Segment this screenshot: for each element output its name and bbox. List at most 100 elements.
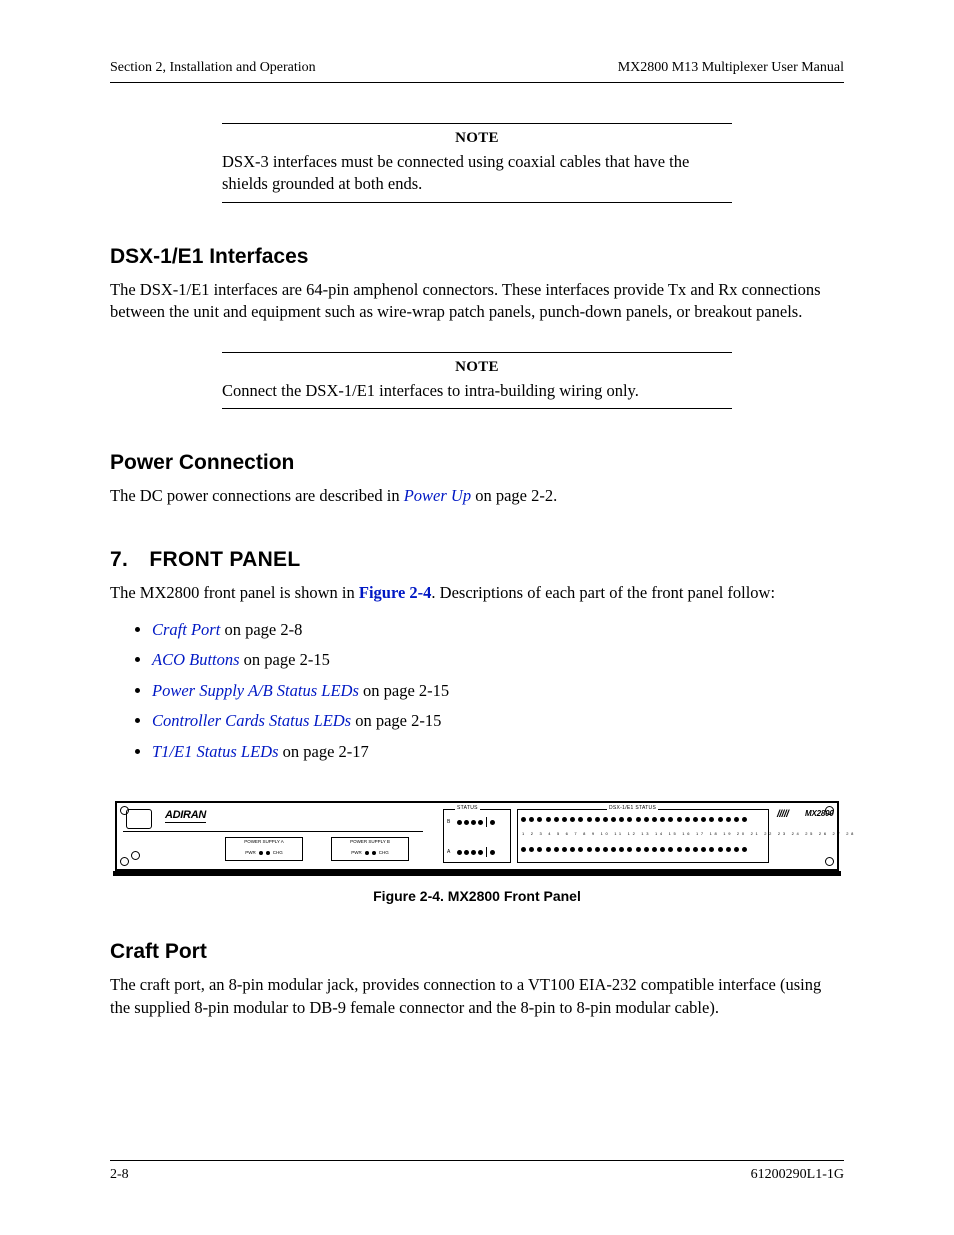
led-icon [464,820,469,825]
led-icon [471,850,476,855]
dsx-row-b [521,817,747,822]
led-icon [490,820,495,825]
led-icon [546,847,551,852]
note-dsx1: NOTE Connect the DSX-1/E1 interfaces to … [222,352,732,409]
separator [486,817,487,827]
vents-icon: ///// [777,809,788,820]
bullet-psu-leds: Power Supply A/B Status LEDs on page 2-1… [152,676,844,707]
psu-b-leds: PWRCHG [332,850,408,855]
led-icon [529,847,534,852]
led-icon [570,847,575,852]
page: Section 2, Installation and Operation MX… [0,0,954,1235]
led-icon [578,817,583,822]
para-front-post: . Descriptions of each part of the front… [431,583,775,602]
led-icon [701,847,706,852]
panel-divider [123,831,423,832]
note2-rule-top [222,352,732,353]
footer-rule [110,1160,844,1161]
led-icon [457,820,462,825]
dsx-numbers: 1 2 3 4 5 6 7 8 9 10 11 12 13 14 15 16 1… [522,831,856,836]
led-icon [471,820,476,825]
led-icon [365,851,369,855]
page-footer: 2-8 61200290L1-1G [110,1160,844,1183]
front-panel-illustration: ADIRAN POWER SUPPLY A PWR CHG POWER SUPPL… [115,801,839,871]
led-icon [701,817,706,822]
psu-a-label: POWER SUPPLY A [244,839,284,844]
led-icon [709,847,714,852]
led-icon [266,851,270,855]
led-icon [742,817,747,822]
led-icon [478,820,483,825]
heading-power: Power Connection [110,451,844,475]
led-icon [611,847,616,852]
led-icon [709,817,714,822]
bullet-rest: on page 2-17 [279,742,369,761]
led-icon [529,817,534,822]
link-craft-port[interactable]: Craft Port [152,620,220,639]
figure-2-4: ADIRAN POWER SUPPLY A PWR CHG POWER SUPPL… [110,801,844,904]
para-front-pre: The MX2800 front panel is shown in [110,583,359,602]
note-dsx3: NOTE DSX-3 interfaces must be connected … [222,123,732,203]
aco-button-icon [131,851,140,860]
led-icon [619,847,624,852]
led-icon [742,847,747,852]
led-icon [734,817,739,822]
led-icon [685,817,690,822]
header-left: Section 2, Installation and Operation [110,60,316,76]
status-row-b: B [447,817,495,827]
note2-rule-bottom [222,408,732,409]
psu-pwr-label: PWR [245,850,256,855]
led-icon [685,847,690,852]
led-icon [611,817,616,822]
led-icon [546,817,551,822]
led-icon [636,817,641,822]
bullet-rest: on page 2-15 [240,650,330,669]
led-icon [668,847,673,852]
note-rule-top [222,123,732,124]
led-icon [668,817,673,822]
bullet-controller-leds: Controller Cards Status LEDs on page 2-1… [152,706,844,737]
link-aco-buttons[interactable]: ACO Buttons [152,650,240,669]
psu-pwr-label: PWR [351,850,362,855]
psu-a-leds: PWR CHG [226,850,302,855]
link-figure-2-4[interactable]: Figure 2-4 [359,583,432,602]
doc-number: 61200290L1-1G [751,1167,844,1183]
bullet-rest: on page 2-15 [359,681,449,700]
panel-base-stripe [113,871,841,876]
heading-front-panel: 7. FRONT PANEL [110,548,844,572]
led-icon [619,817,624,822]
link-controller-leds[interactable]: Controller Cards Status LEDs [152,711,351,730]
led-icon [562,817,567,822]
led-icon [718,847,723,852]
led-icon [537,847,542,852]
brand-logo: ADIRAN [165,809,206,823]
bullet-aco-buttons: ACO Buttons on page 2-15 [152,645,844,676]
screw-icon [120,857,129,866]
led-icon [644,817,649,822]
note2-body: Connect the DSX-1/E1 interfaces to intra… [222,380,732,402]
psu-b-label: POWER SUPPLY B [350,839,390,844]
para-dsx1: The DSX-1/E1 interfaces are 64-pin amphe… [110,279,844,325]
header-rule [110,82,844,83]
led-icon [464,850,469,855]
para-power-pre: The DC power connections are described i… [110,486,404,505]
dsx-status-label: DSX-1/E1 STATUS [607,805,658,811]
para-front: The MX2800 front panel is shown in Figur… [110,582,844,605]
row-b-label: B [447,819,453,825]
para-power-post: on page 2-2. [471,486,557,505]
led-icon [726,817,731,822]
figure-caption: Figure 2-4. MX2800 Front Panel [110,888,844,904]
led-icon [644,847,649,852]
psu-chg-label: CHG [273,850,283,855]
header-right: MX2800 M13 Multiplexer User Manual [618,60,844,76]
link-power-up[interactable]: Power Up [404,486,471,505]
link-t1e1-leds[interactable]: T1/E1 Status LEDs [152,742,279,761]
led-icon [490,850,495,855]
note-rule-bottom [222,202,732,203]
note2-title: NOTE [222,359,732,376]
link-psu-leds[interactable]: Power Supply A/B Status LEDs [152,681,359,700]
led-icon [554,817,559,822]
craft-port-icon [126,809,152,829]
dsx-row-a [521,847,747,852]
led-icon [587,847,592,852]
